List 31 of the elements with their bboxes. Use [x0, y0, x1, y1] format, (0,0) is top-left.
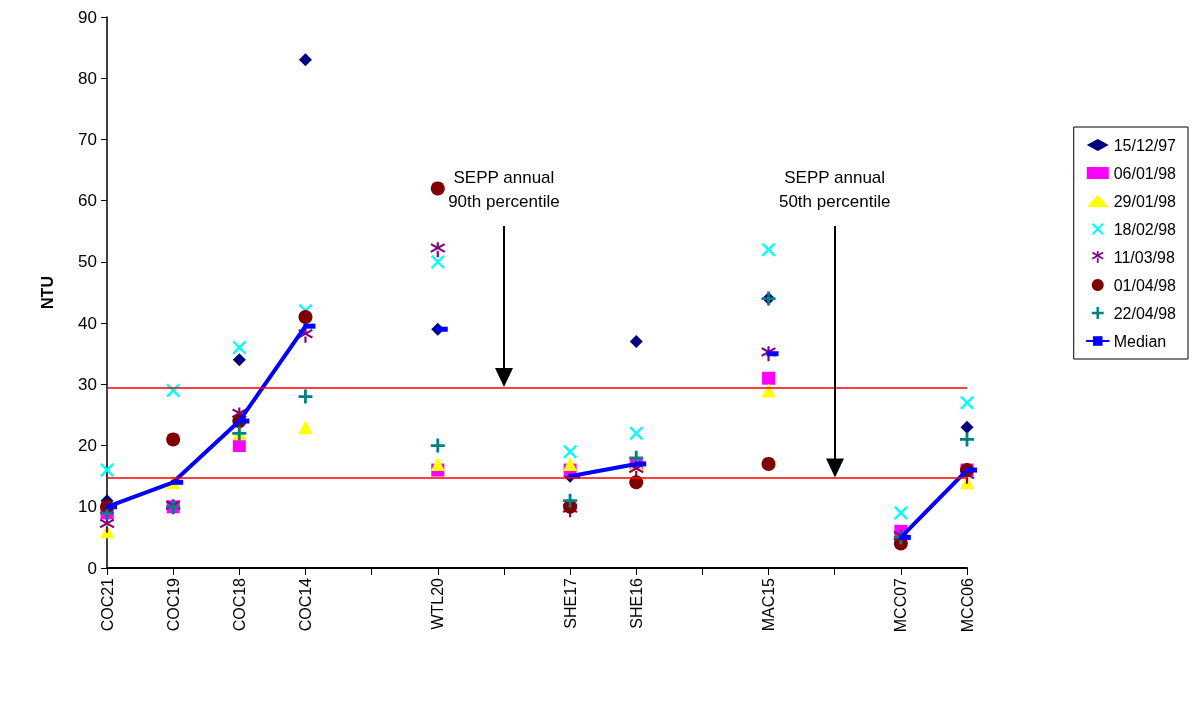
x-tick-label: SHE17 — [561, 577, 579, 629]
annotation: SEPP annual 50th percentile — [778, 167, 891, 214]
legend-label: 11/03/98 — [1113, 248, 1175, 266]
y-tick-label: 40 — [78, 313, 97, 333]
legend-label: 01/04/98 — [1113, 276, 1177, 294]
y-tick-label: 90 — [78, 7, 97, 27]
x-tick-label: COC19 — [164, 577, 182, 632]
legend-label: 15/12/97 — [1113, 136, 1177, 154]
y-tick-label: 70 — [78, 129, 97, 149]
legend-label: 18/02/98 — [1113, 220, 1177, 238]
legend-label: 06/01/98 — [1113, 164, 1177, 182]
y-axis-title: NTU — [38, 276, 56, 309]
y-tick-label: 80 — [78, 68, 97, 88]
x-tick-label: MAC15 — [760, 577, 778, 632]
x-tick-label: WTL20 — [429, 577, 447, 630]
legend-label: 29/01/98 — [1113, 192, 1177, 210]
x-tick-label: MCC07 — [892, 577, 910, 633]
annotation: SEPP annual 90th percentile — [448, 167, 560, 214]
y-tick-label: 10 — [78, 497, 97, 517]
x-tick-label: COC21 — [98, 577, 116, 632]
y-tick-label: 60 — [78, 191, 97, 211]
y-tick-label: 30 — [78, 374, 97, 394]
x-tick-label: MCC06 — [958, 577, 976, 633]
x-tick-label: COC14 — [296, 577, 314, 632]
x-tick-label: SHE16 — [627, 577, 645, 629]
y-tick-label: 0 — [87, 558, 97, 578]
legend-label: Median — [1113, 332, 1167, 350]
x-tick-label: COC18 — [230, 577, 248, 632]
legend-label: 22/04/98 — [1113, 304, 1177, 322]
y-tick-label: 50 — [78, 252, 97, 272]
y-tick-label: 20 — [78, 436, 97, 456]
